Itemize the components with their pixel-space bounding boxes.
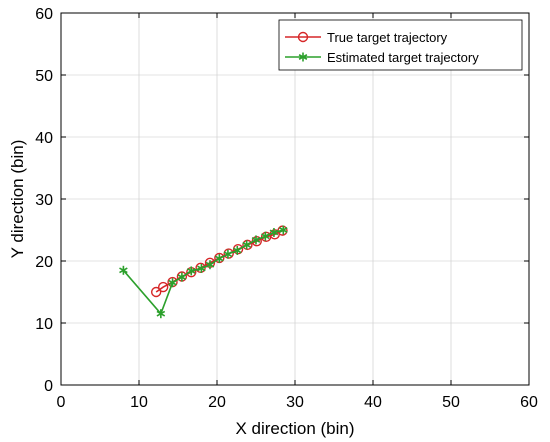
- x-tick-label: 50: [442, 394, 460, 411]
- legend-marker-2: [298, 52, 308, 62]
- series-2-point: [186, 266, 196, 276]
- series-2-point-stroke: [242, 241, 251, 248]
- x-tick-label: 30: [286, 394, 304, 411]
- series-2-point: [205, 260, 215, 270]
- series-2-point-stroke: [119, 267, 128, 274]
- x-tick-label: 10: [130, 394, 148, 411]
- series-2-point-stroke: [269, 229, 279, 236]
- legend: True target trajectory Estimated target t…: [278, 19, 523, 71]
- y-tick-label: 30: [35, 192, 53, 209]
- series-2-point-stroke: [279, 227, 288, 233]
- x-tick-label: 40: [364, 394, 382, 411]
- series-2-point: [177, 272, 187, 282]
- legend-marker-1: [297, 31, 309, 43]
- y-tick-label: 60: [35, 6, 53, 23]
- series-1-point: [150, 286, 162, 298]
- series-2-point-stroke: [186, 267, 196, 274]
- axis-ticks: 0 10 20 30 40 50 60 0 10 20 30 40 50 60: [35, 6, 538, 411]
- y-tick-label: 40: [35, 130, 53, 147]
- series-2-point-stroke: [168, 279, 177, 286]
- series-2-point-stroke: [215, 255, 224, 262]
- series-2-point-stroke: [261, 233, 270, 240]
- y-tick-label: 50: [35, 68, 53, 85]
- x-tick-label: 20: [208, 394, 226, 411]
- series-2-point-stroke: [205, 261, 215, 268]
- series-2-point-stroke: [177, 274, 187, 281]
- series-2-point-stroke: [197, 265, 206, 272]
- y-axis-label: Y direction (bin): [8, 140, 27, 259]
- series-1-point: [157, 281, 169, 293]
- series-2-point: [168, 278, 177, 288]
- series-2-point: [215, 254, 224, 264]
- series-2-point: [156, 309, 166, 319]
- y-tick-label: 10: [35, 316, 53, 333]
- series-2-point: [269, 227, 279, 237]
- series-2-point-stroke: [251, 236, 261, 243]
- series-layer: [119, 225, 288, 319]
- x-tick-label: 60: [520, 394, 538, 411]
- series-2-point-stroke: [232, 247, 242, 254]
- x-tick-label: 0: [57, 394, 66, 411]
- series-2-point: [251, 235, 261, 245]
- series-2-point: [223, 249, 233, 259]
- series-2-point: [261, 231, 270, 241]
- y-tick-label: 0: [44, 378, 53, 395]
- series-2-point: [197, 263, 206, 273]
- series-2-point-stroke: [156, 310, 166, 317]
- legend-label-1: True target trajectory: [327, 30, 448, 45]
- legend-box: [278, 19, 523, 71]
- series-2-point-stroke: [223, 251, 233, 258]
- series-2-point: [119, 265, 128, 275]
- x-axis-label: X direction (bin): [235, 419, 354, 438]
- series-2-point: [242, 240, 251, 250]
- series-2-point: [279, 225, 288, 235]
- legend-marker-2-stroke: [298, 54, 308, 60]
- y-tick-label: 20: [35, 254, 53, 271]
- grid-lines: [61, 13, 529, 385]
- legend-label-2: Estimated target trajectory: [327, 50, 479, 65]
- series-2-point: [232, 245, 242, 255]
